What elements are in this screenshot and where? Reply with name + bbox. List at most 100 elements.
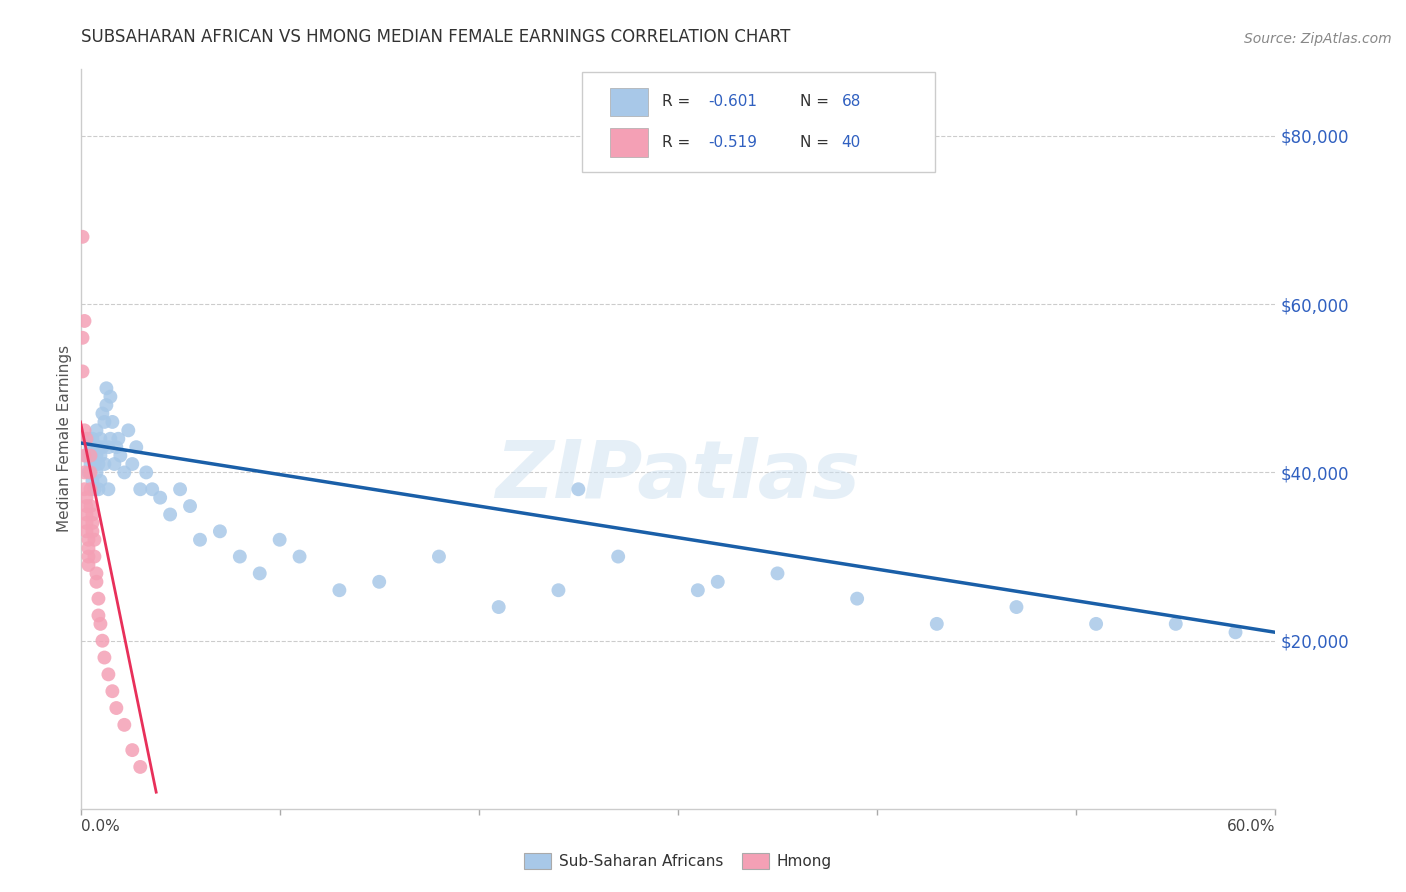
Point <box>86 466 108 480</box>
Point <box>107 432 129 446</box>
Point <box>188 533 211 547</box>
Point <box>77 432 100 446</box>
Point <box>159 508 181 522</box>
Point <box>121 743 143 757</box>
Point <box>77 533 100 547</box>
Point <box>925 616 948 631</box>
Point <box>72 364 94 378</box>
Point <box>79 499 101 513</box>
Point <box>82 432 104 446</box>
Point <box>125 440 148 454</box>
Point <box>105 440 128 454</box>
Point <box>86 449 108 463</box>
Point <box>79 440 101 454</box>
Point <box>82 449 104 463</box>
Point <box>368 574 391 589</box>
Point <box>76 491 98 505</box>
Bar <box>610 87 648 116</box>
Text: 60.0%: 60.0% <box>1227 820 1275 834</box>
Point <box>96 381 118 395</box>
Point <box>110 449 132 463</box>
Point <box>76 524 98 539</box>
Point <box>249 566 271 581</box>
Point <box>79 466 101 480</box>
Point <box>269 533 291 547</box>
Point <box>79 449 101 463</box>
Point <box>1164 616 1187 631</box>
Point <box>83 482 105 496</box>
Text: N =: N = <box>800 95 834 110</box>
Point <box>97 482 120 496</box>
Point <box>91 633 114 648</box>
Text: 68: 68 <box>842 95 860 110</box>
Point <box>129 482 152 496</box>
Point <box>101 415 124 429</box>
Point <box>87 591 110 606</box>
Point <box>96 398 118 412</box>
Point <box>89 432 111 446</box>
Point <box>101 684 124 698</box>
Point <box>93 457 115 471</box>
Point <box>77 558 100 572</box>
Point <box>76 432 98 446</box>
Point <box>73 466 96 480</box>
Point <box>83 533 105 547</box>
Point <box>77 541 100 556</box>
Point <box>83 549 105 564</box>
Text: 0.0%: 0.0% <box>80 820 120 834</box>
FancyBboxPatch shape <box>582 72 935 172</box>
Point <box>83 457 105 471</box>
Point <box>73 314 96 328</box>
Point <box>97 667 120 681</box>
Point <box>86 566 108 581</box>
Point <box>169 482 191 496</box>
Point <box>179 499 201 513</box>
Point <box>76 449 98 463</box>
Point <box>117 423 139 437</box>
Point <box>135 466 157 480</box>
Text: N =: N = <box>800 135 834 150</box>
Point <box>1085 616 1108 631</box>
Point <box>77 466 100 480</box>
Text: 40: 40 <box>842 135 860 150</box>
Point <box>846 591 869 606</box>
Point <box>83 440 105 454</box>
Point <box>706 574 728 589</box>
Point <box>149 491 172 505</box>
Text: -0.601: -0.601 <box>707 95 756 110</box>
Point <box>73 423 96 437</box>
Point <box>1225 625 1247 640</box>
Point <box>93 415 115 429</box>
Point <box>89 449 111 463</box>
Point <box>112 718 135 732</box>
Point <box>82 524 104 539</box>
Point <box>288 549 311 564</box>
Point <box>427 549 450 564</box>
Point <box>141 482 163 496</box>
Point <box>686 583 709 598</box>
Point <box>547 583 569 598</box>
Point <box>73 449 96 463</box>
Point <box>79 457 101 471</box>
Point <box>76 508 98 522</box>
Point <box>607 549 630 564</box>
Point <box>72 229 94 244</box>
Point <box>76 499 98 513</box>
Legend: Sub-Saharan Africans, Hmong: Sub-Saharan Africans, Hmong <box>517 847 838 875</box>
Point <box>86 574 108 589</box>
Point <box>100 390 122 404</box>
Point <box>89 616 111 631</box>
Point <box>82 508 104 522</box>
Point <box>121 457 143 471</box>
Text: R =: R = <box>662 95 696 110</box>
Point <box>77 549 100 564</box>
Point <box>105 701 128 715</box>
Point <box>72 331 94 345</box>
Point <box>93 650 115 665</box>
Point <box>82 474 104 488</box>
Text: -0.519: -0.519 <box>707 135 756 150</box>
Text: R =: R = <box>662 135 696 150</box>
Point <box>87 440 110 454</box>
Point <box>76 516 98 530</box>
Point <box>328 583 350 598</box>
